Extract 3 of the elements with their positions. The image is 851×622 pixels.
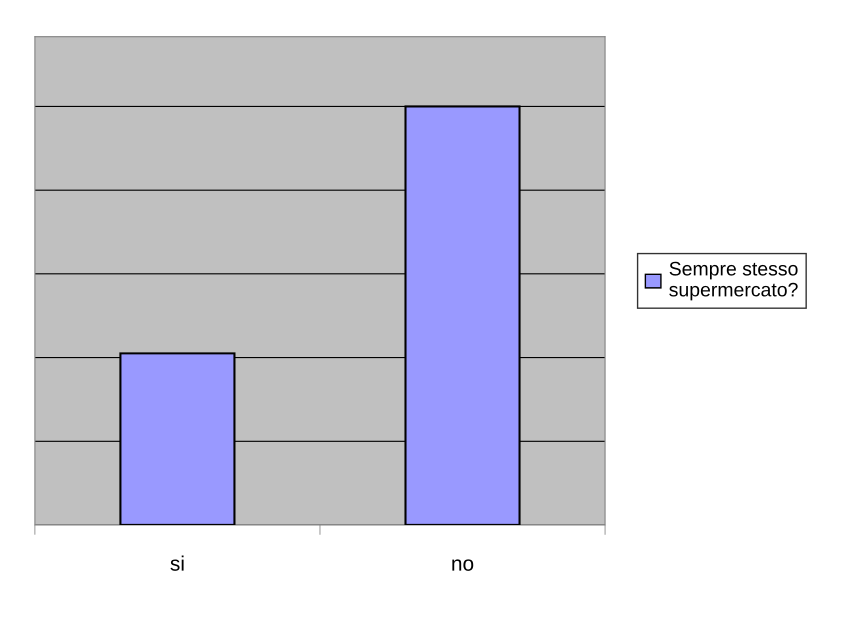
legend-label: Sempre stesso supermercato? — [669, 262, 798, 300]
x-tick-label: no — [452, 559, 474, 571]
x-tick-label: si — [170, 556, 184, 571]
